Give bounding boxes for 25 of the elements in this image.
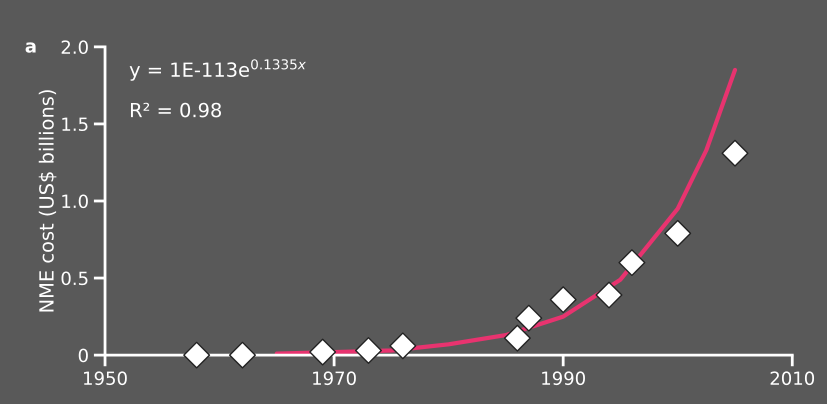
- point: [596, 282, 623, 309]
- x-tick-label: 2010: [770, 371, 814, 386]
- point: [183, 342, 210, 369]
- point: [721, 140, 748, 167]
- point: [228, 342, 256, 369]
- annotation: y = 1E-113e$^{0.1335x}$: [130, 59, 306, 81]
- point: [515, 304, 542, 332]
- y-tick-label: 1.5: [62, 118, 88, 132]
- text: a: [26, 42, 36, 53]
- point: [389, 332, 416, 360]
- x-tick-label: 1970: [313, 371, 356, 386]
- x-tick-label: 1950: [84, 371, 127, 386]
- annotation: R² = 0.98: [130, 102, 222, 118]
- point: [354, 336, 382, 364]
- point: [618, 249, 646, 276]
- point: [309, 338, 336, 366]
- x-tick-label: 1990: [542, 371, 585, 386]
- y-tick-label: 2.0: [62, 40, 88, 54]
- point: [664, 220, 692, 247]
- y-tick-label: 1.0: [62, 194, 88, 208]
- point: [504, 324, 531, 352]
- point: [550, 286, 577, 314]
- y-tick-label: 0: [78, 348, 88, 362]
- y-tick-label: 0.5: [62, 272, 88, 286]
- y-axis-title: NME cost (US$ billions): [38, 90, 56, 312]
